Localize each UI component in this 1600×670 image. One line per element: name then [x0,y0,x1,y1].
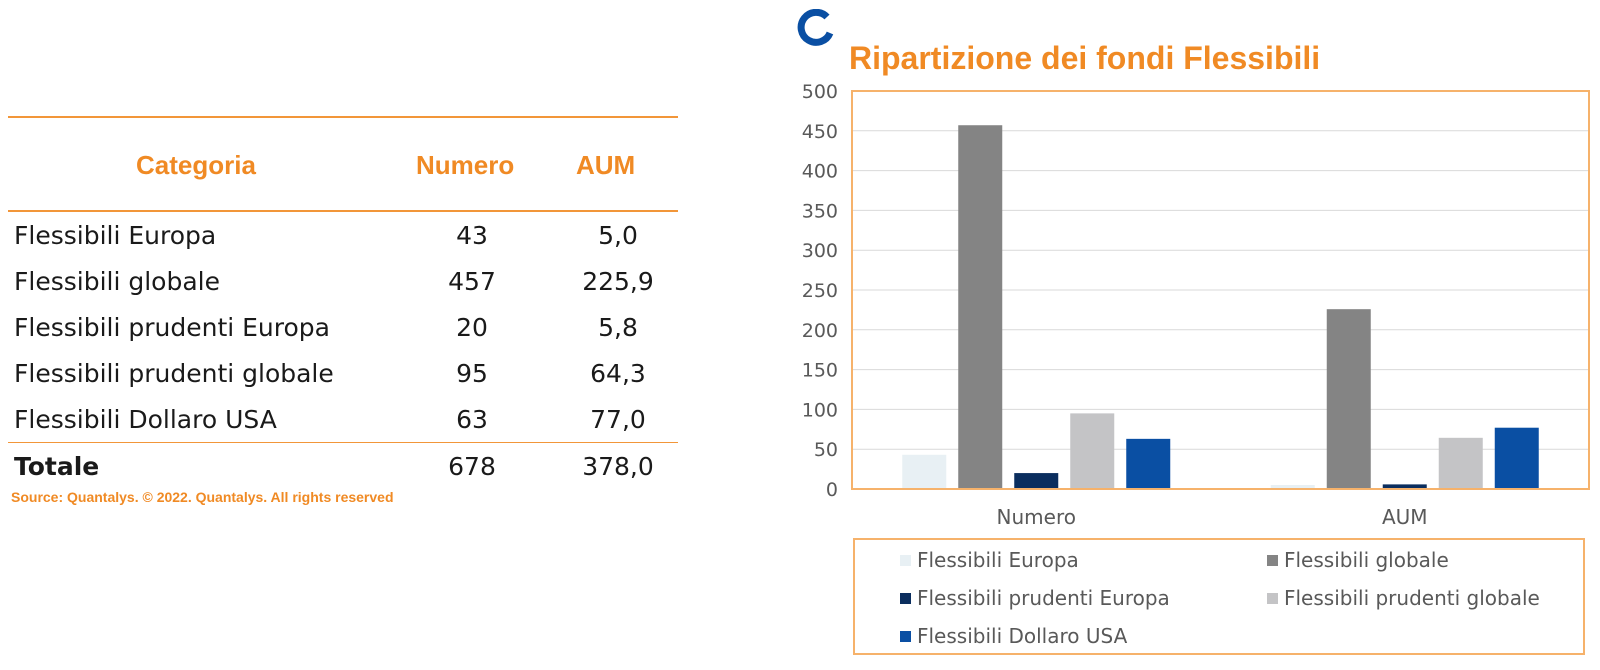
y-tick-label: 0 [826,479,838,501]
row-category: Flessibili prudenti Europa [14,313,330,342]
total-label: Totale [14,452,100,481]
row-number: 20 [456,313,488,342]
row-number: 63 [456,405,488,434]
table-top-rule [8,116,678,118]
row-number: 95 [456,359,488,388]
chart-title: Ripartizione dei fondi Flessibili [849,40,1321,76]
chart-legend: Flessibili Europa Flessibili globale Fless… [853,538,1585,655]
row-aum: 77,0 [590,405,646,434]
total-aum: 378,0 [582,452,654,481]
bar-chart: 0 50 100 150 200 250 300 350 400 450 500 Numero AUM [802,81,1590,529]
bar [1438,437,1483,489]
legend-item: Flessibili globale [1267,548,1449,572]
legend-item: Flessibili Dollaro USA [900,624,1127,648]
row-category: Flessibili Dollaro USA [14,405,277,434]
table-total-rule [8,442,678,443]
table-header-rule [8,210,678,212]
row-number: 43 [456,221,488,250]
y-tick-label: 400 [802,161,838,183]
y-tick-label: 100 [802,399,838,421]
row-aum: 64,3 [590,359,646,388]
bar [1382,484,1427,489]
legend-item: Flessibili Europa [900,548,1079,572]
plot-border [851,90,1590,490]
y-tick-label: 300 [802,240,838,262]
y-tick-label: 250 [802,280,838,302]
row-category: Flessibili globale [14,267,220,296]
bar [1070,413,1115,489]
legend-swatch [900,593,911,604]
row-number: 457 [448,267,496,296]
total-number: 678 [448,452,496,481]
legend-item: Flessibili prudenti Europa [900,586,1170,610]
x-category-label: AUM [1382,505,1428,529]
legend-swatch [1267,555,1278,566]
header-aum: AUM [576,150,636,180]
row-category: Flessibili Europa [14,221,217,250]
legend-swatch [900,631,911,642]
row-category: Flessibili prudenti globale [14,359,334,388]
legend-swatch [900,555,911,566]
y-tick-label: 150 [802,360,838,382]
header-number: Numero [416,150,515,180]
legend-label: Flessibili Dollaro USA [917,624,1128,648]
legend-item: Flessibili prudenti globale [1267,586,1540,610]
x-category-label: Numero [997,505,1076,529]
y-tick-label: 200 [802,320,838,342]
quantalys-logo-icon [797,9,834,46]
y-tick-label: 450 [802,121,838,143]
bar [1126,438,1171,489]
row-aum: 5,8 [598,313,638,342]
legend-label: Flessibili prudenti Europa [917,586,1170,610]
row-aum: 225,9 [582,267,654,296]
bar [1270,485,1315,489]
legend-swatch [1267,593,1278,604]
legend-label: Flessibili Europa [917,548,1079,572]
y-tick-label: 50 [814,439,838,461]
source-note: Source: Quantalys. © 2022. Quantalys. Al… [11,489,394,505]
y-tick-label: 350 [802,200,838,222]
bar [1494,427,1539,489]
bar [1326,309,1371,489]
bar [1014,473,1059,489]
bar [958,125,1003,489]
row-aum: 5,0 [598,221,638,250]
header-category: Categoria [136,150,256,180]
y-tick-label: 500 [802,81,838,103]
legend-label: Flessibili globale [1284,548,1449,572]
bar [902,454,947,489]
legend-label: Flessibili prudenti globale [1284,586,1540,610]
